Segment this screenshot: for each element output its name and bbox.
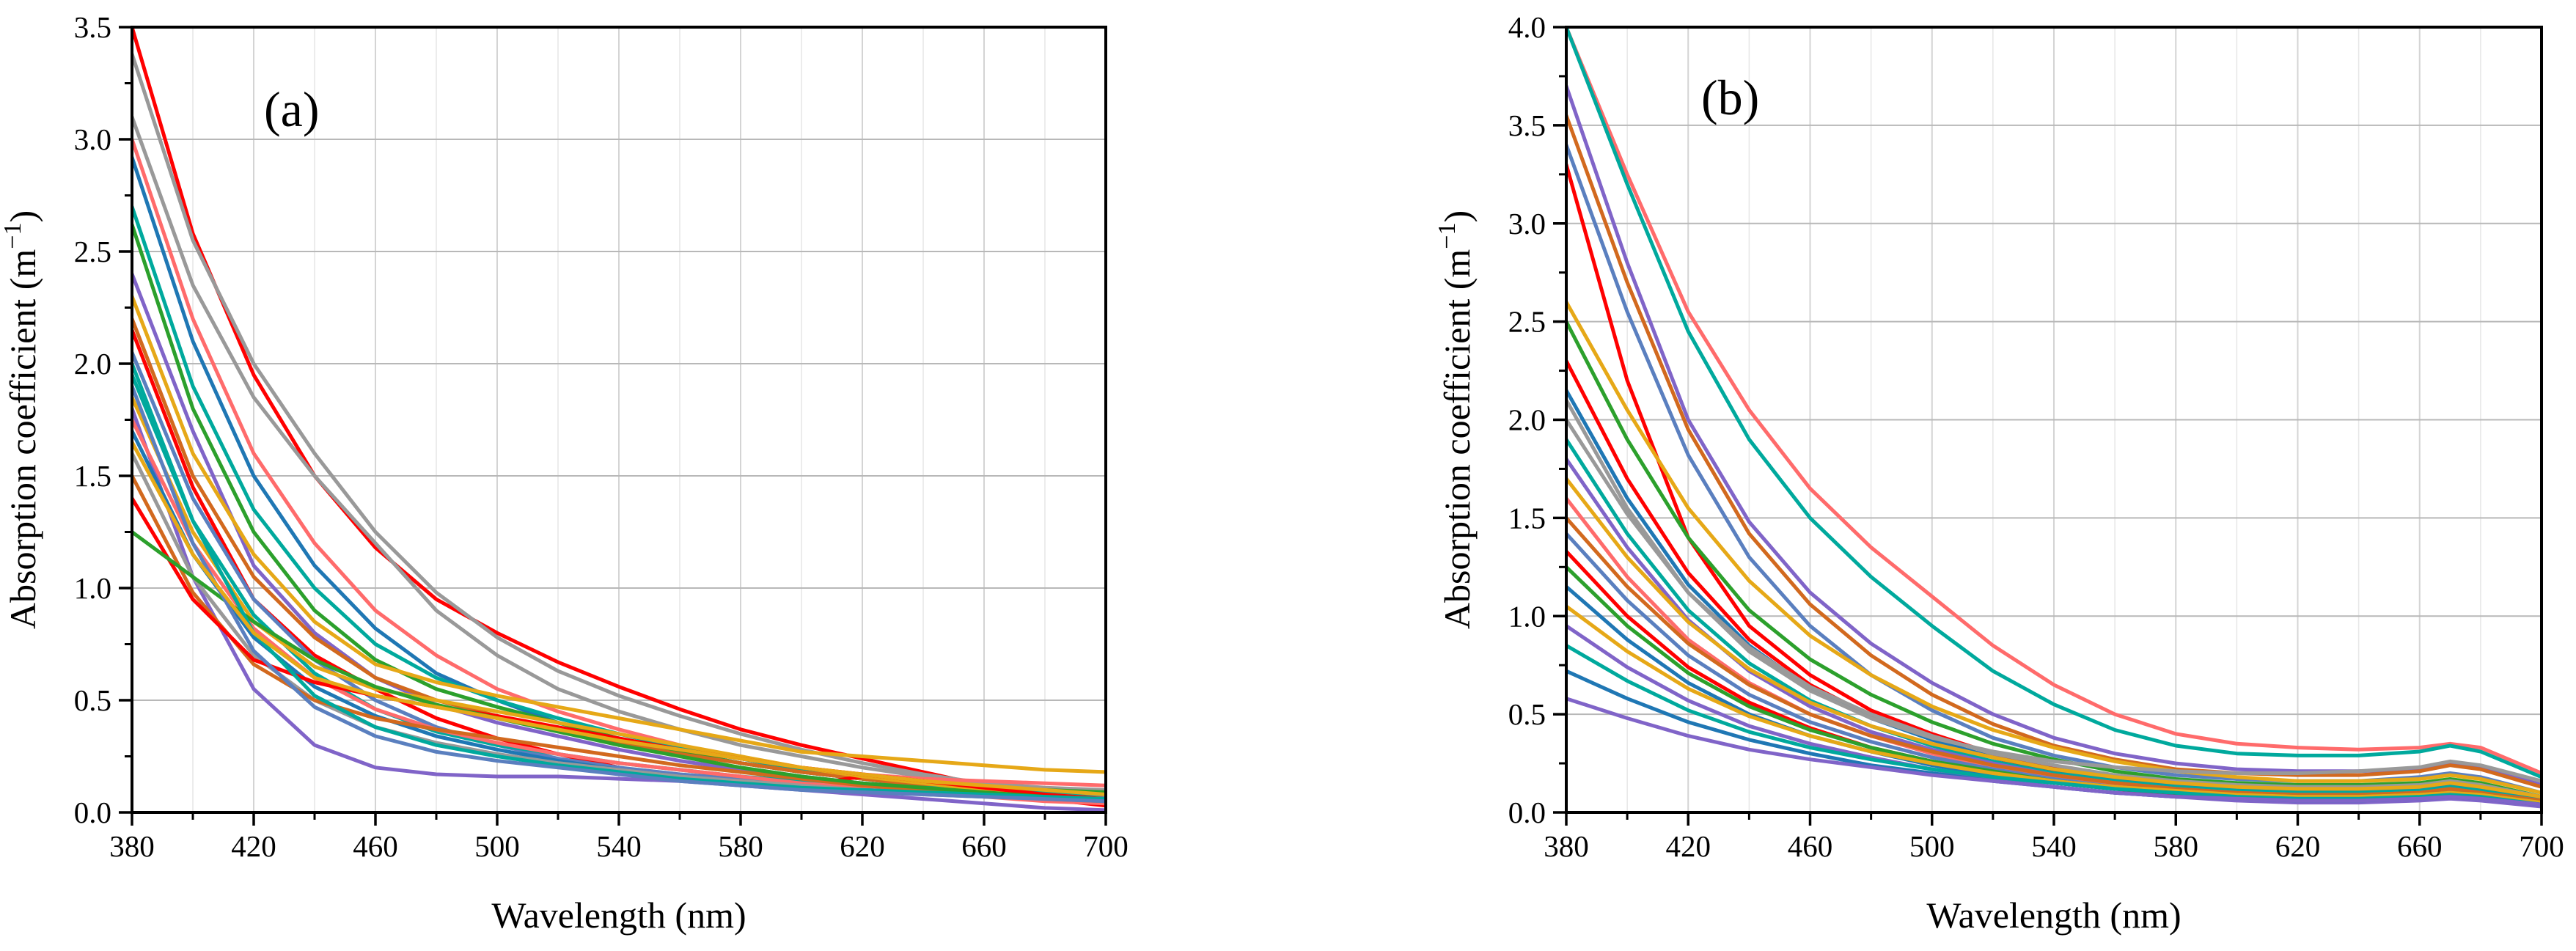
series-line-s26 xyxy=(1566,398,2542,783)
y-tick-label: 3.5 xyxy=(74,10,111,44)
y-tick-label: 2.0 xyxy=(1508,403,1546,437)
series-line-s12 xyxy=(1566,437,2542,803)
series-line-s5 xyxy=(1566,143,2542,795)
series-line-s7 xyxy=(1566,300,2542,795)
x-tick-label: 620 xyxy=(2275,829,2321,863)
series-line-s24 xyxy=(132,440,1106,796)
series-line-s11 xyxy=(1566,418,2542,799)
series-line-s2 xyxy=(1566,27,2542,779)
y-tick-label: 2.5 xyxy=(1508,305,1546,339)
y-tick-label: 0.5 xyxy=(1508,697,1546,731)
y-tick-label: 2.5 xyxy=(74,235,111,268)
series-line-s25 xyxy=(1566,697,2542,807)
series-line-s23 xyxy=(1566,643,2542,807)
y-tick-label: 0.0 xyxy=(74,796,111,829)
series-line-s4 xyxy=(1566,114,2542,789)
x-tick-label: 660 xyxy=(2397,829,2443,863)
y-axis-title-text: Absorption coefficient (m xyxy=(2,249,43,629)
panel-label: (a) xyxy=(264,81,319,137)
panel-a: 380 420 460 500 540 580 620 660 700 0.0 0.5 1.0 1.5 2… xyxy=(0,10,1129,936)
x-tick-label: 540 xyxy=(596,829,642,863)
y-tick-label: 0.0 xyxy=(1508,796,1546,829)
x-tick-label: 580 xyxy=(718,829,763,863)
x-tick-label: 500 xyxy=(474,829,520,863)
y-tick-label: 2.0 xyxy=(74,347,111,381)
series-line-s4 xyxy=(132,137,1106,787)
x-tick-label: 620 xyxy=(840,829,885,863)
panel-b: 380 420 460 500 540 580 620 660 700 0.0 0.5 1.0 1.5 2… xyxy=(1434,10,2564,936)
x-tick-label: 540 xyxy=(2031,829,2077,863)
series-line-s9 xyxy=(132,294,1106,774)
y-tick-label: 1.5 xyxy=(74,459,111,493)
x-tick-label: 380 xyxy=(109,829,155,863)
series-line-s3 xyxy=(1566,84,2542,787)
x-tick-label: 460 xyxy=(1788,829,1833,863)
x-tick-label: 460 xyxy=(353,829,398,863)
y-axis-title-close: ) xyxy=(1436,210,1478,223)
y-tick-label: 1.5 xyxy=(1508,501,1546,535)
series-line-s21 xyxy=(1566,604,2542,805)
panel-label: (b) xyxy=(1701,70,1759,125)
series-line-s1 xyxy=(1566,27,2542,775)
y-axis-title-exponent: −1 xyxy=(0,223,26,249)
series-line-s14 xyxy=(1566,477,2542,799)
y-tick-label: 1.0 xyxy=(74,571,111,605)
series-line-s23 xyxy=(132,384,1106,804)
x-tick-label: 660 xyxy=(961,829,1007,863)
x-axis-title: Wavelength (nm) xyxy=(491,895,746,936)
series-line-s22 xyxy=(132,361,1106,801)
x-tick-label: 700 xyxy=(2519,829,2564,863)
series-line-s15 xyxy=(132,406,1106,812)
y-tick-label: 3.0 xyxy=(74,122,111,156)
y-tick-label: 1.0 xyxy=(1508,599,1546,633)
y-tick-label: 0.5 xyxy=(74,683,111,717)
x-axis-title: Wavelength (nm) xyxy=(1926,895,2181,936)
y-tick-label: 3.0 xyxy=(1508,207,1546,240)
y-axis-title: Absorption coefficient (m−1) xyxy=(0,210,43,629)
x-tick-label: 380 xyxy=(1544,829,1589,863)
x-tick-label: 700 xyxy=(1083,829,1129,863)
series-line-s21 xyxy=(132,530,1106,801)
x-tick-label: 420 xyxy=(231,829,276,863)
y-tick-label: 4.0 xyxy=(1508,10,1546,44)
x-tick-label: 420 xyxy=(1666,829,1711,863)
y-axis-title-exponent: −1 xyxy=(1434,223,1461,249)
series-group xyxy=(132,27,1106,812)
series-line-s14 xyxy=(132,395,1106,801)
y-tick-label: 3.5 xyxy=(1508,109,1546,142)
series-line-s16 xyxy=(1566,515,2542,803)
x-tick-label: 500 xyxy=(1909,829,1955,863)
y-axis-title-close: ) xyxy=(2,210,43,223)
x-tick-label: 580 xyxy=(2154,829,2199,863)
series-group xyxy=(1566,27,2542,809)
y-axis-title-text: Absorption coefficient (m xyxy=(1436,249,1478,629)
y-axis-title: Absorption coefficient (m−1) xyxy=(1434,210,1478,629)
